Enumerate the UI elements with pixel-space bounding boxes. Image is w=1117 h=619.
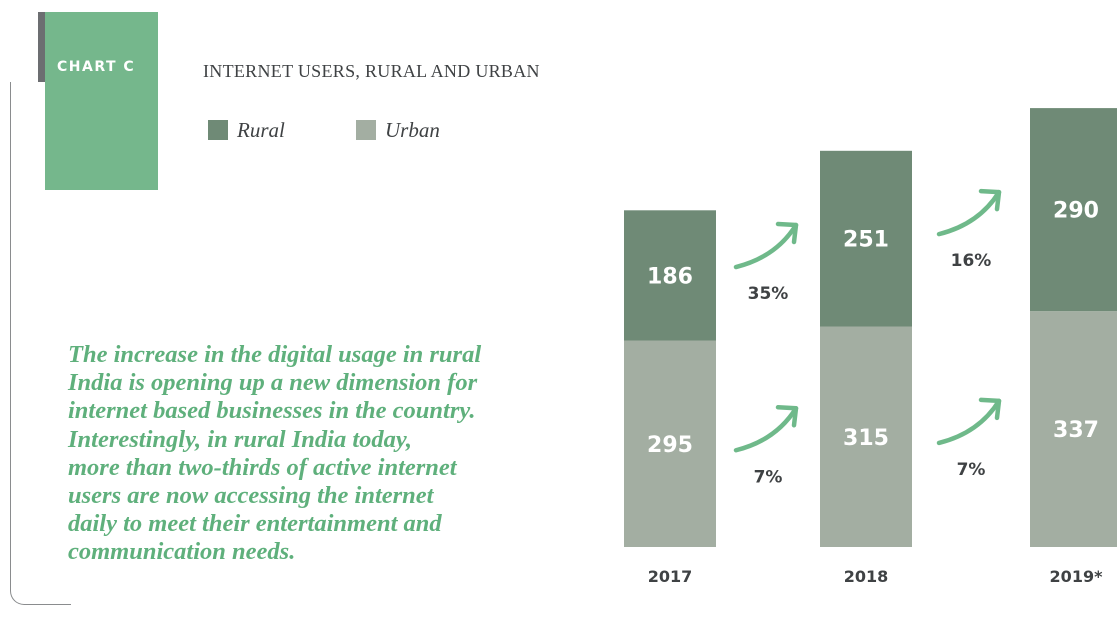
growth-arrow: 7% xyxy=(733,405,799,487)
data-label-urban: 315 xyxy=(843,426,889,451)
growth-arrow: 16% xyxy=(936,188,1002,271)
bar-segment-rural xyxy=(624,210,716,341)
x-tick-label: 2017 xyxy=(648,567,693,586)
x-tick-label: 2019* xyxy=(1050,567,1104,586)
growth-arrow: 35% xyxy=(733,221,799,304)
legend-label-urban: Urban xyxy=(385,118,440,142)
legend-swatch-urban xyxy=(356,120,376,140)
quote-line: users are now accessing the internet xyxy=(68,482,434,510)
data-label-urban: 337 xyxy=(1053,418,1099,443)
growth-arrow: 7% xyxy=(936,397,1002,480)
x-tick-label: 2018 xyxy=(844,567,889,586)
chart-tag: CHART C xyxy=(45,12,158,190)
legend-label-rural: Rural xyxy=(237,118,285,142)
growth-arrow-head xyxy=(978,397,1002,421)
quote-line: Interestingly, in rural India today, xyxy=(68,425,412,453)
bar-segment-rural xyxy=(1030,108,1117,312)
data-label-rural: 186 xyxy=(647,264,693,289)
growth-label: 35% xyxy=(748,284,789,304)
growth-arrow-shaft xyxy=(936,398,1002,446)
quote-line: India is opening up a new dimension for xyxy=(68,369,478,397)
grey-corner-tab xyxy=(38,12,46,82)
highlight-quote: The increase in the digital usage in rur… xyxy=(68,341,588,567)
page-frame-line xyxy=(10,82,71,605)
growth-arrow-shaft xyxy=(936,189,1002,237)
bar-segment-urban xyxy=(1030,311,1117,547)
data-label-rural: 290 xyxy=(1053,199,1099,224)
bar-segment-urban xyxy=(624,340,716,547)
growth-arrow-head xyxy=(978,188,1002,212)
data-label-rural: 251 xyxy=(843,228,889,253)
legend-swatch-rural xyxy=(208,120,228,140)
quote-line: daily to meet their entertainment and xyxy=(68,510,442,538)
bar-segment-rural xyxy=(820,150,912,327)
growth-label: 7% xyxy=(754,467,783,487)
chart-title: INTERNET USERS, RURAL AND URBAN xyxy=(203,61,540,81)
growth-arrow-head xyxy=(775,221,799,245)
quote-line: The increase in the digital usage in rur… xyxy=(68,341,482,368)
growth-arrow-head xyxy=(775,405,799,428)
quote-line: communication needs. xyxy=(68,538,296,566)
quote-line: internet based businesses in the country… xyxy=(68,397,476,425)
quote-line: more than two-thirds of active internet xyxy=(68,453,457,481)
growth-arrow-shaft xyxy=(733,406,799,453)
growth-arrow-shaft xyxy=(733,222,799,270)
growth-label: 7% xyxy=(957,460,986,480)
bar-segment-urban xyxy=(820,326,912,547)
data-label-urban: 295 xyxy=(647,433,693,458)
chart-tag-label: CHART C xyxy=(57,59,136,75)
growth-label: 16% xyxy=(951,251,992,271)
